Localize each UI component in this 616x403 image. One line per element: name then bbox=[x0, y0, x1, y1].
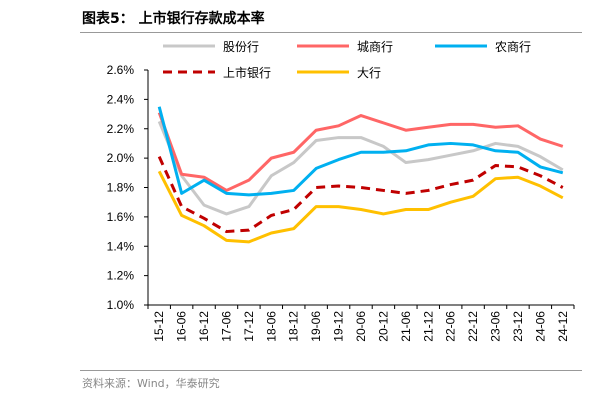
y-tick-label: 2.2% bbox=[107, 122, 135, 136]
x-tick-label: 24-12 bbox=[556, 311, 570, 342]
y-tick-label: 1.8% bbox=[107, 181, 135, 195]
y-tick-label: 2.4% bbox=[107, 92, 135, 106]
legend-label: 城商行 bbox=[357, 39, 393, 54]
x-tick-label: 20-06 bbox=[354, 311, 368, 342]
legend-label: 股份行 bbox=[223, 40, 259, 54]
x-tick-label: 16-06 bbox=[175, 311, 189, 342]
chart-title: 图表5： 上市银行存款成本率 bbox=[82, 11, 265, 27]
series-line-2 bbox=[157, 106, 564, 197]
x-tick-label: 23-12 bbox=[511, 311, 525, 342]
x-tick-label: 17-12 bbox=[242, 311, 256, 342]
x-tick-label: 19-06 bbox=[309, 311, 323, 342]
x-tick-label: 16-12 bbox=[197, 311, 211, 342]
source-note: 资料来源：Wind，华泰研究 bbox=[82, 377, 220, 390]
x-tick-label: 19-12 bbox=[332, 311, 346, 342]
x-tick-label: 24-06 bbox=[533, 311, 547, 342]
y-tick-label: 2.0% bbox=[107, 151, 135, 165]
source-divider bbox=[80, 370, 582, 371]
x-tick-label: 18-12 bbox=[287, 311, 301, 342]
x-tick-label: 22-06 bbox=[444, 311, 458, 342]
x-tick-label: 21-06 bbox=[399, 311, 413, 342]
x-tick-label: 22-12 bbox=[466, 311, 480, 342]
x-tick-label: 17-06 bbox=[219, 311, 233, 342]
y-tick-label: 1.2% bbox=[107, 269, 135, 283]
legend-label: 大行 bbox=[357, 66, 381, 80]
y-tick-label: 1.6% bbox=[107, 210, 135, 224]
x-tick-label: 23-06 bbox=[489, 311, 503, 342]
y-tick-label: 1.0% bbox=[107, 298, 135, 312]
legend-label: 上市银行 bbox=[223, 65, 271, 80]
series-line-0 bbox=[157, 120, 564, 216]
y-tick-label: 2.6% bbox=[107, 63, 135, 77]
x-tick-label: 21-12 bbox=[421, 311, 435, 342]
x-tick-label: 20-12 bbox=[376, 311, 390, 342]
y-tick-label: 1.4% bbox=[107, 239, 135, 253]
series-line-4 bbox=[157, 170, 564, 244]
x-tick-label: 15-12 bbox=[152, 311, 166, 342]
title-divider bbox=[80, 32, 582, 33]
series-line-3 bbox=[157, 156, 564, 234]
series-line-1 bbox=[157, 112, 564, 192]
x-tick-label: 18-06 bbox=[264, 311, 278, 342]
legend-label: 农商行 bbox=[495, 39, 531, 54]
